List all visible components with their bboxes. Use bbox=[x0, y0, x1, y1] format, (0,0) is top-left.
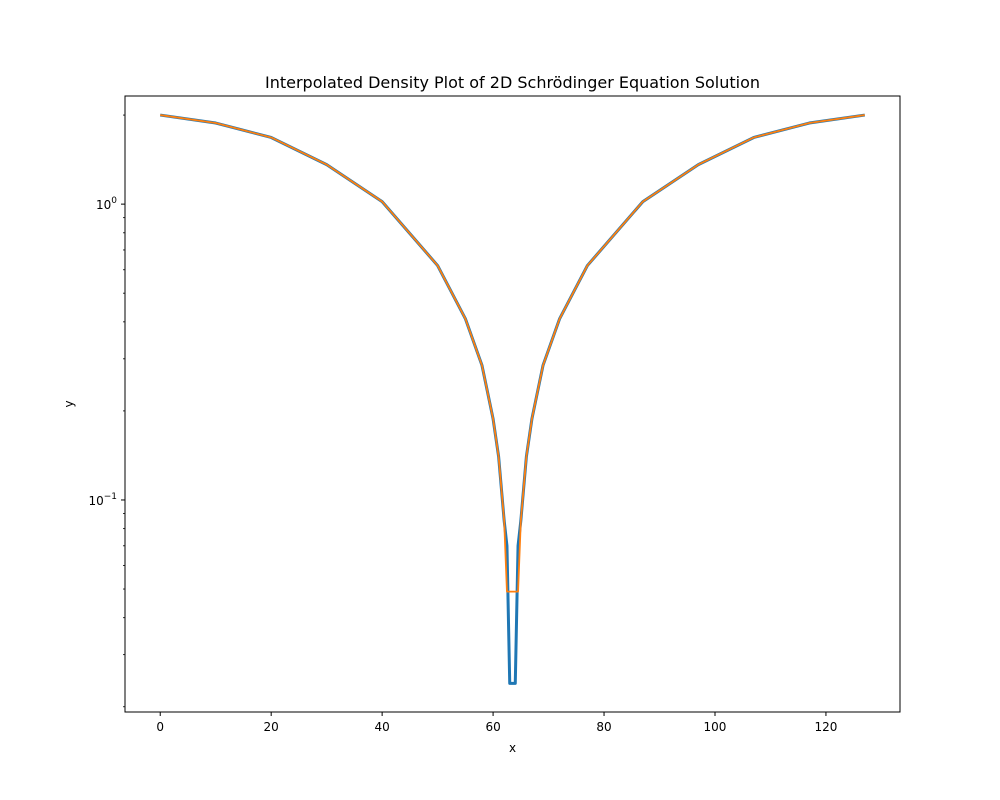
x-tick-label: 0 bbox=[156, 720, 164, 734]
x-tick-label: 60 bbox=[485, 720, 500, 734]
series-layer bbox=[160, 113, 865, 685]
x-axis: 0 20 40 60 80 100 120 bbox=[156, 712, 837, 734]
chart-title: Interpolated Density Plot of 2D Schrödin… bbox=[265, 73, 760, 92]
x-axis-label: x bbox=[509, 741, 516, 755]
x-tick-label: 20 bbox=[264, 720, 279, 734]
y-tick-label: 100 bbox=[96, 196, 117, 212]
y-tick-label: 10−1 bbox=[88, 492, 117, 508]
y-axis: 100 10−1 bbox=[88, 114, 125, 708]
x-tick-label: 40 bbox=[374, 720, 389, 734]
y-axis-label: y bbox=[62, 400, 76, 407]
x-tick-label: 120 bbox=[814, 720, 837, 734]
plot-frame bbox=[124, 95, 901, 713]
x-tick-label: 100 bbox=[704, 720, 727, 734]
x-tick-label: 80 bbox=[596, 720, 611, 734]
series-line-2 bbox=[160, 114, 865, 593]
